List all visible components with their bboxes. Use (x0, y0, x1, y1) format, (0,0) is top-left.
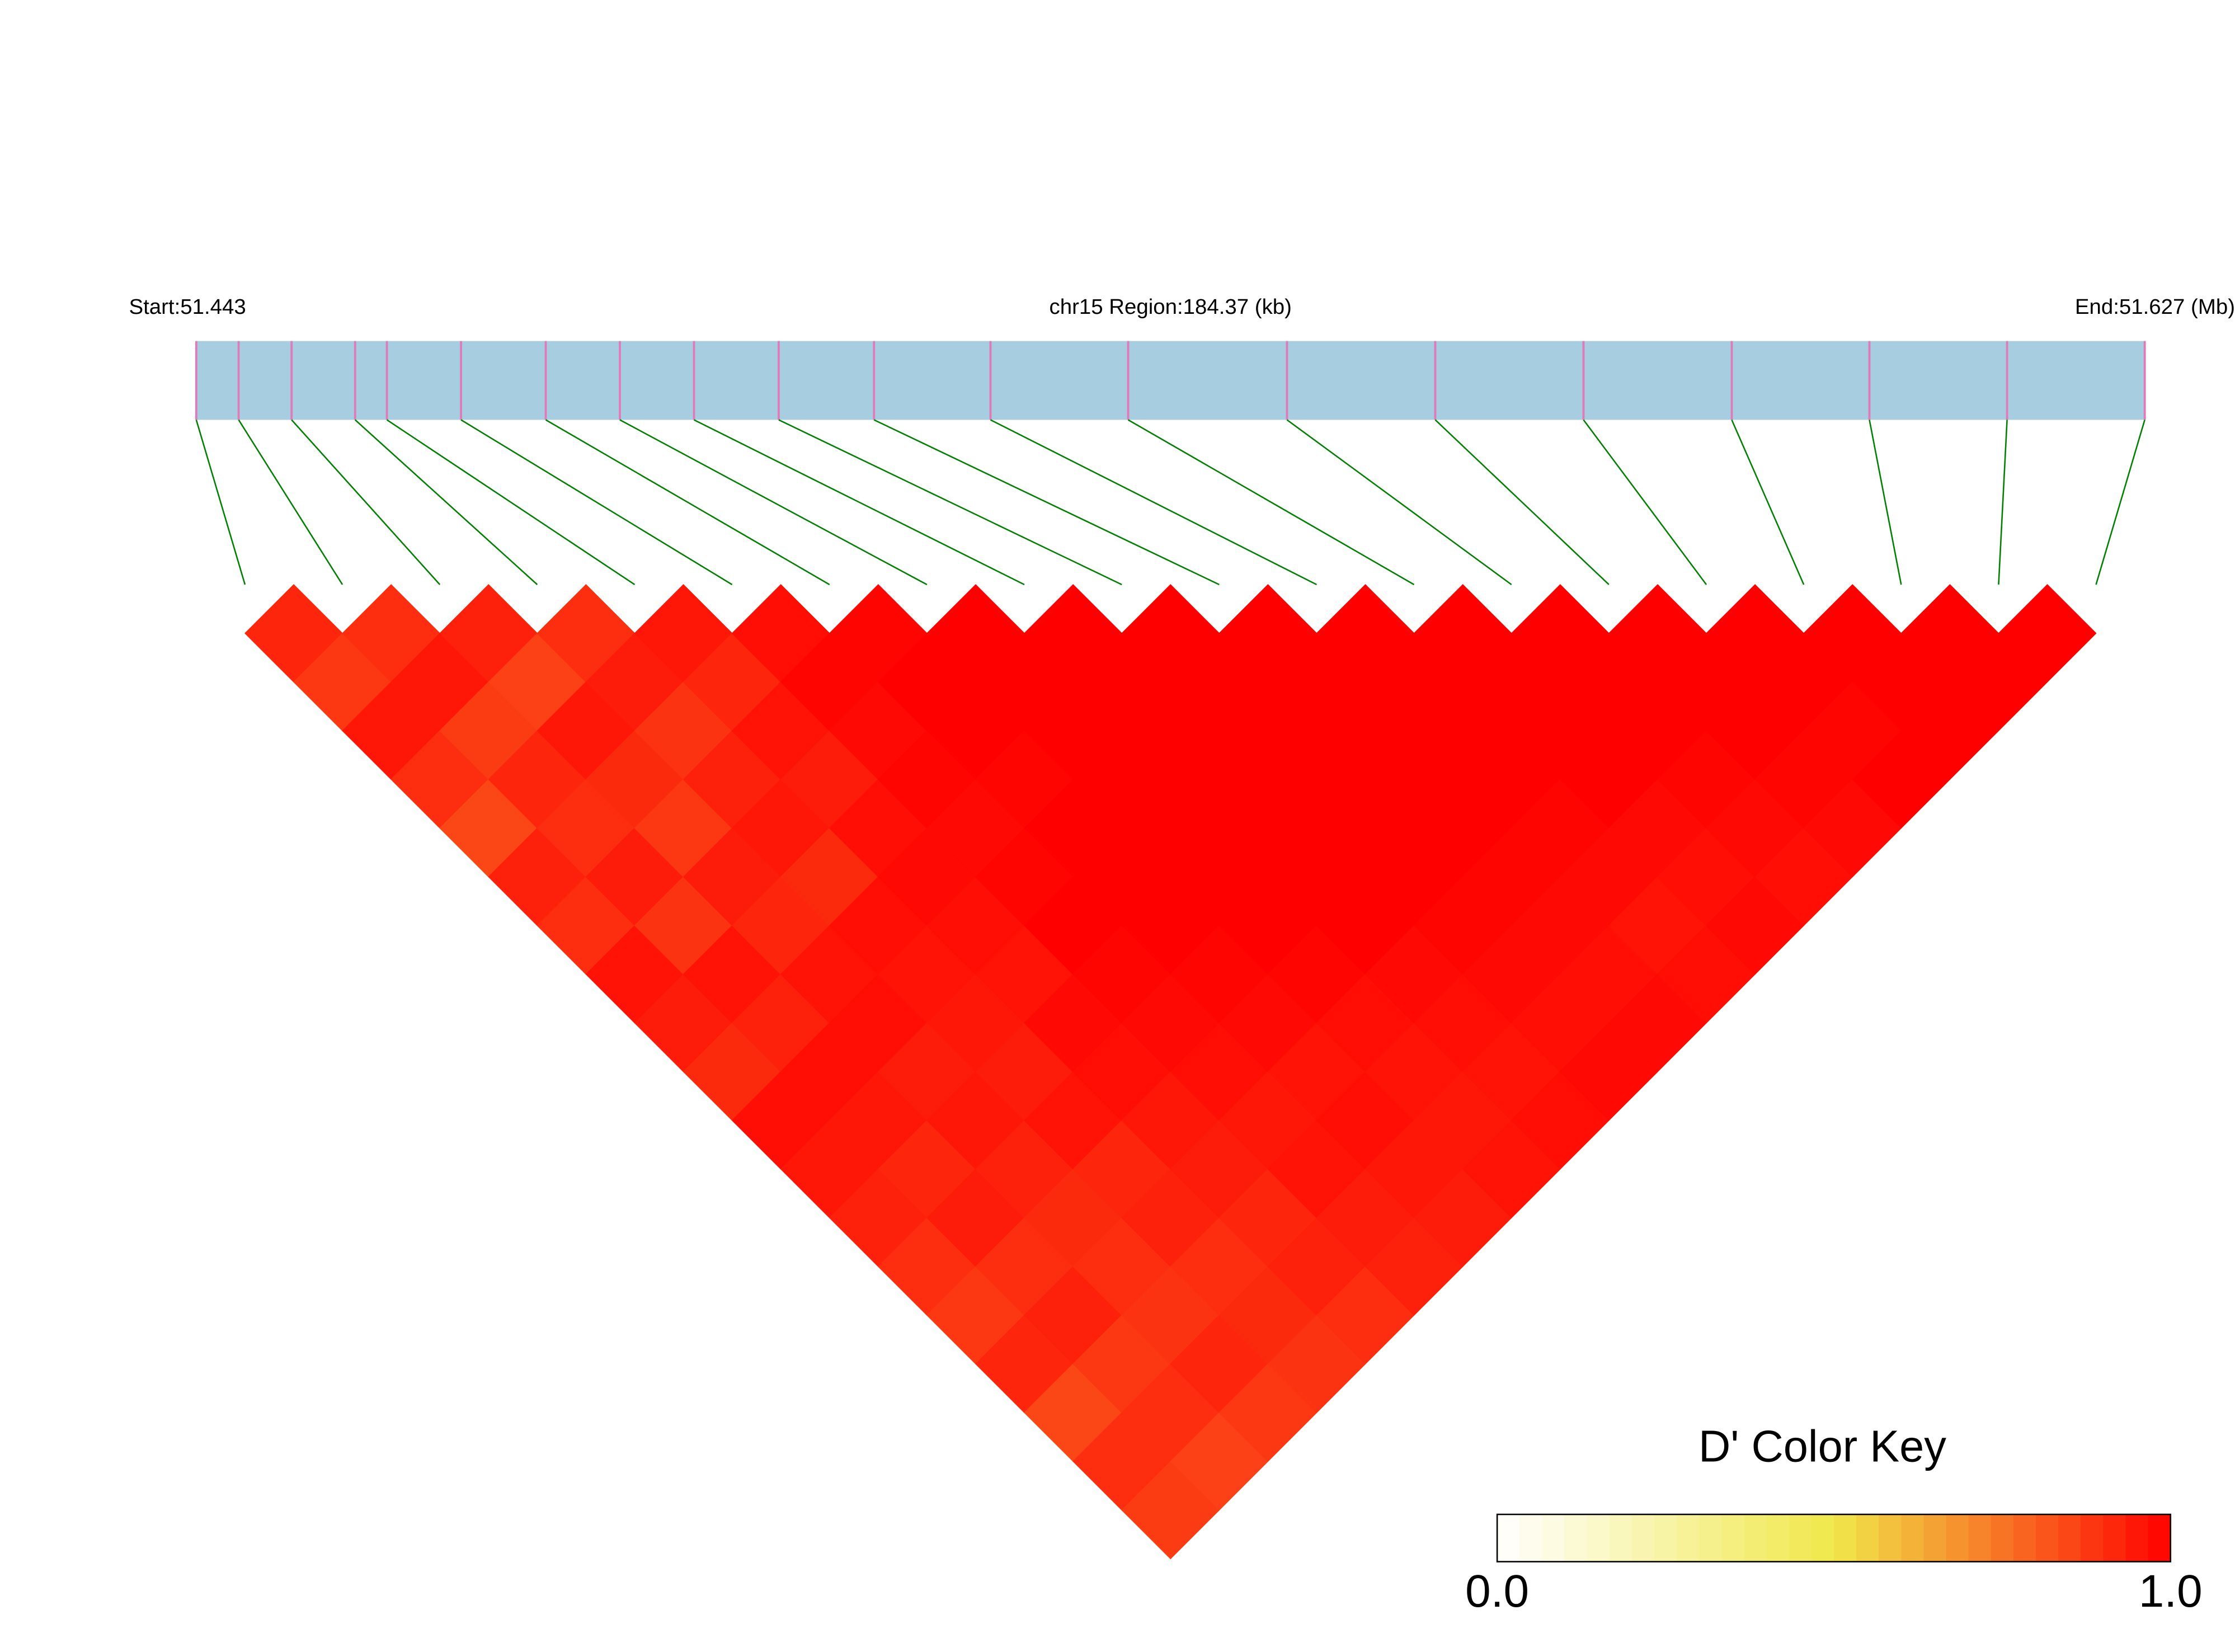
snp-connector (1998, 420, 2008, 585)
color-key-step (1587, 1514, 1611, 1562)
color-key-step (1519, 1514, 1543, 1562)
color-key-step (1766, 1514, 1790, 1562)
color-key-tick-label: 1.0 (2139, 1566, 2203, 1617)
color-key-step (1923, 1514, 1947, 1562)
color-key-step (1699, 1514, 1723, 1562)
snp-connector (195, 420, 246, 585)
color-key-step (2125, 1514, 2149, 1562)
snp-connector (1286, 419, 1512, 586)
snp-connector (619, 419, 928, 586)
snp-connector (1127, 419, 1415, 586)
color-key-step (1856, 1514, 1880, 1562)
color-key-step (1631, 1514, 1655, 1562)
snp-connector (2095, 420, 2145, 585)
snp-connector (1583, 419, 1707, 585)
color-key-step (1677, 1514, 1700, 1562)
color-key-tick-label: 0.0 (1465, 1566, 1529, 1617)
chart-title: chr15 Region:184.37 (kb) (1050, 295, 1292, 319)
color-key-step (1654, 1514, 1678, 1562)
ld-cell (1998, 584, 2097, 683)
snp-connector (1434, 419, 1610, 585)
color-key-step (1968, 1514, 1992, 1562)
color-key-step (1744, 1514, 1767, 1562)
snp-connector (386, 419, 636, 586)
color-key-step (1946, 1514, 1969, 1562)
color-key-step (2013, 1514, 2037, 1562)
color-key-step (2148, 1514, 2172, 1562)
snp-connector (238, 419, 344, 585)
color-key-step (1879, 1514, 1902, 1562)
color-key-step (1542, 1514, 1565, 1562)
color-key-step (1789, 1514, 1813, 1562)
color-key-step (2058, 1514, 2082, 1562)
snp-connector (291, 419, 441, 585)
color-key-step (1833, 1514, 1857, 1562)
color-key-step (1991, 1514, 2015, 1562)
color-key-step (1811, 1514, 1835, 1562)
color-key-step (1721, 1514, 1745, 1562)
snp-connector (1869, 420, 1902, 585)
color-key-step (2081, 1514, 2104, 1562)
start-label: Start:51.443 (129, 295, 246, 319)
snp-connector (1731, 419, 1805, 585)
end-label: End:51.627 (Mb) (2075, 295, 2235, 319)
snp-connector (460, 419, 733, 586)
color-key-step (1901, 1514, 1925, 1562)
snp-track (196, 341, 2145, 420)
snp-connector (354, 419, 538, 585)
color-key-step (2036, 1514, 2059, 1562)
snp-connector (545, 419, 830, 586)
color-key-title: D' Color Key (1698, 1422, 1946, 1471)
snp-connector (693, 419, 1025, 586)
color-key-step (1564, 1514, 1588, 1562)
snp-connector (778, 419, 1122, 586)
color-key-step (1497, 1514, 1521, 1562)
color-key-border (1496, 1513, 2172, 1562)
snp-connector (990, 419, 1318, 586)
snp-connector (873, 419, 1220, 586)
color-key-step (2103, 1514, 2126, 1562)
color-key-step (1609, 1514, 1633, 1562)
